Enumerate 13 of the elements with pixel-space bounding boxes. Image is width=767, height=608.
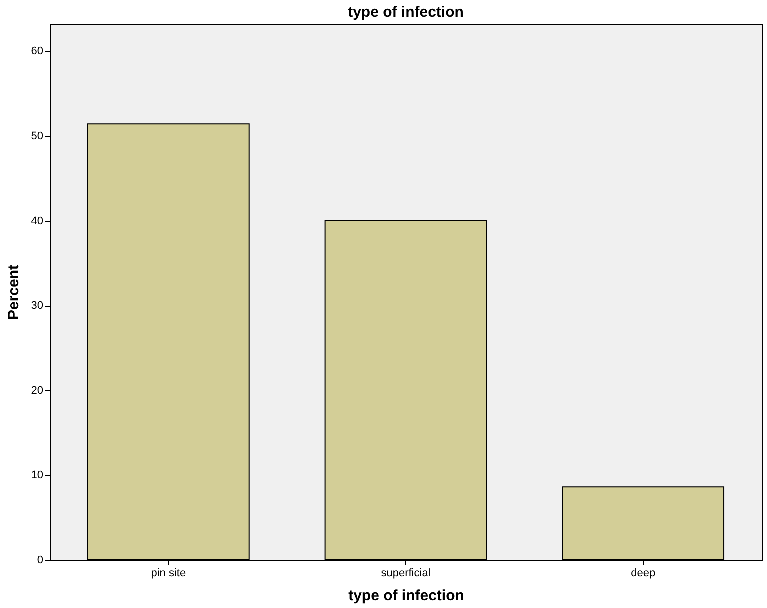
- y-axis-title: Percent: [5, 264, 22, 320]
- y-tick-label: 20: [31, 384, 44, 397]
- y-tick-label: 30: [31, 300, 44, 312]
- x-tick-label: pin site: [151, 568, 186, 580]
- x-tick-label: superficial: [381, 568, 431, 580]
- y-tick-label: 10: [31, 470, 44, 482]
- y-tick-label: 0: [37, 554, 44, 566]
- x-axis-title: type of infection: [348, 588, 464, 604]
- y-tick-label: 40: [31, 215, 44, 228]
- x-tick-label: deep: [631, 568, 656, 580]
- chart-title: type of infection: [348, 4, 464, 21]
- y-tick-label: 50: [31, 130, 44, 142]
- y-tick-label: 60: [31, 46, 44, 58]
